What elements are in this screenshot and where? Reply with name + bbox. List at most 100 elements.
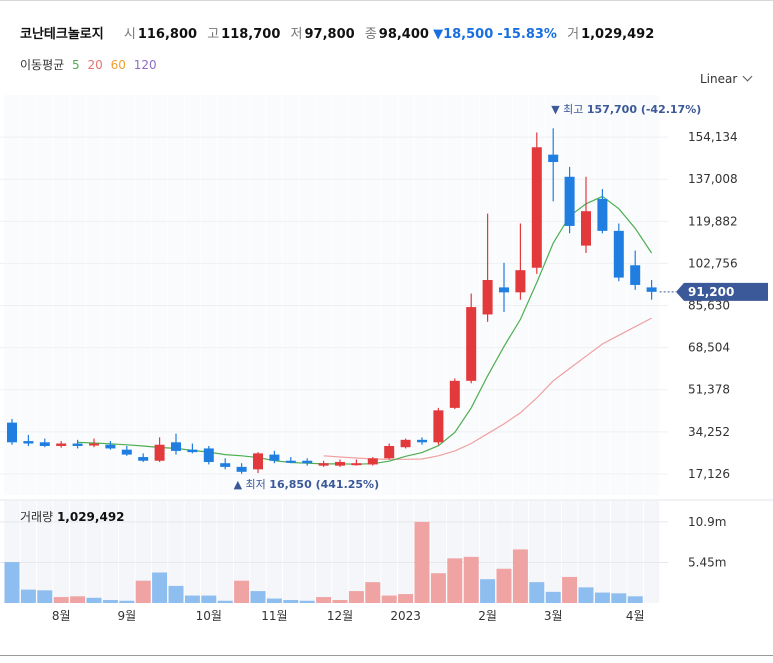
change-percent: -15.83%: [497, 27, 557, 42]
volume-bar: [430, 573, 446, 603]
x-tick-label: 3월: [544, 609, 563, 623]
grid-column-band: [102, 95, 119, 495]
volume-bar: [627, 596, 643, 603]
candle-body: [318, 463, 329, 466]
high-value: 118,700: [221, 27, 281, 42]
price-tick-label: 102,756: [688, 256, 738, 270]
candle-body: [646, 287, 657, 292]
grid-column-band: [283, 95, 299, 495]
quote-header: 코난테크놀로지 시 116,800 고 118,700 저 97,800 종 98,40…: [20, 23, 654, 42]
volume-bar: [365, 582, 381, 603]
ma-20-label[interactable]: 20: [87, 58, 103, 72]
candle-body: [89, 443, 99, 446]
volume-bar: [283, 600, 299, 603]
ma-60-label[interactable]: 60: [110, 58, 126, 72]
ma-5-label[interactable]: 5: [72, 58, 80, 72]
top-divider: [0, 0, 773, 1]
price-tick-label: 51,378: [688, 383, 730, 397]
volume-column-band: [184, 501, 201, 603]
volume-bar: [332, 600, 348, 603]
grid-column-band: [430, 95, 447, 495]
low-label: 저: [290, 27, 303, 42]
current-price-label: 91,200: [688, 285, 734, 299]
ma-120-label[interactable]: 120: [133, 58, 157, 72]
volume-column-band: [348, 501, 365, 603]
volume-bar: [414, 521, 430, 603]
volume-column-band: [299, 501, 315, 603]
change-value: 18,500: [443, 27, 494, 42]
candle-body: [171, 442, 181, 451]
volume-bar: [184, 595, 200, 603]
candle-body: [72, 443, 83, 446]
grid-column-band: [266, 95, 283, 495]
volume-tick-label: 10.9m: [688, 515, 726, 529]
volume-bar: [545, 591, 561, 603]
grid-column-band: [561, 95, 578, 495]
volume-column-band: [578, 501, 594, 603]
volume-column-band: [611, 501, 627, 603]
close-label: 종: [364, 27, 377, 42]
high-label: 고: [207, 27, 220, 42]
volume-column-band: [381, 501, 397, 603]
price-tick-label: 154,134: [688, 130, 738, 144]
volume-bar: [594, 592, 610, 603]
volume-chart-label: 거래량: [20, 510, 54, 524]
candle-body: [253, 453, 263, 470]
volume-column-band: [69, 501, 86, 603]
scale-dropdown-label: Linear: [700, 72, 738, 86]
grid-column-band: [299, 95, 315, 495]
volume-column-band: [20, 501, 37, 603]
candle-body: [417, 439, 427, 443]
price-tick-label: 85,630: [688, 299, 730, 313]
candle-body: [613, 230, 624, 278]
grid-column-band: [217, 95, 233, 495]
low-value: 97,800: [304, 27, 355, 42]
ma-legend-label: 이동평균: [20, 58, 65, 72]
volume-bar: [381, 595, 397, 603]
grid-column-band: [151, 95, 168, 495]
grid-column-band: [37, 95, 53, 495]
volume-bar: [4, 562, 20, 603]
moving-average-legend[interactable]: 이동평균 5 20 60 120: [20, 56, 157, 73]
grid-column-band: [414, 95, 430, 495]
volume-chart-title: 거래량 1,029,492: [20, 508, 125, 525]
candle-body: [384, 445, 395, 459]
grid-column-band: [168, 95, 184, 495]
grid-column-band: [201, 95, 217, 495]
volume-column-band: [37, 501, 53, 603]
ma20-line: [323, 317, 652, 460]
open-label: 시: [123, 27, 136, 42]
scale-dropdown[interactable]: Linear: [700, 71, 753, 86]
candle-body: [499, 287, 509, 293]
candle-body: [449, 380, 460, 408]
x-tick-label: 8월: [52, 609, 71, 623]
candle-body: [220, 463, 231, 467]
volume-bar: [234, 580, 250, 603]
x-tick-label: 12월: [327, 609, 353, 623]
grid-column-band: [69, 95, 86, 495]
high-annotation: ▼ 최고 157,700 (-42.17%): [551, 103, 701, 116]
candle-body: [138, 457, 149, 461]
candle-body: [466, 307, 477, 381]
candle-body: [121, 449, 132, 455]
volume-bar: [217, 600, 233, 603]
volume-bar: [578, 587, 594, 603]
volume-column-band: [266, 501, 283, 603]
grid-column-band: [545, 95, 561, 495]
volume-bar: [135, 580, 151, 603]
volume-column-band: [217, 501, 233, 603]
candle-body: [203, 448, 214, 462]
volume-column-band: [545, 501, 561, 603]
grid-column-band: [397, 95, 414, 495]
volume-bar: [102, 600, 118, 603]
grid-column-band: [627, 95, 643, 495]
candle-body: [581, 211, 591, 246]
volume-tick-label: 5.45m: [688, 555, 726, 569]
grid-column-band: [135, 95, 151, 495]
candle-body: [630, 265, 641, 285]
grid-column-band: [447, 95, 463, 495]
volume-bar: [316, 597, 332, 603]
volume-label: 거: [567, 27, 580, 42]
grid-column-band: [86, 95, 102, 495]
